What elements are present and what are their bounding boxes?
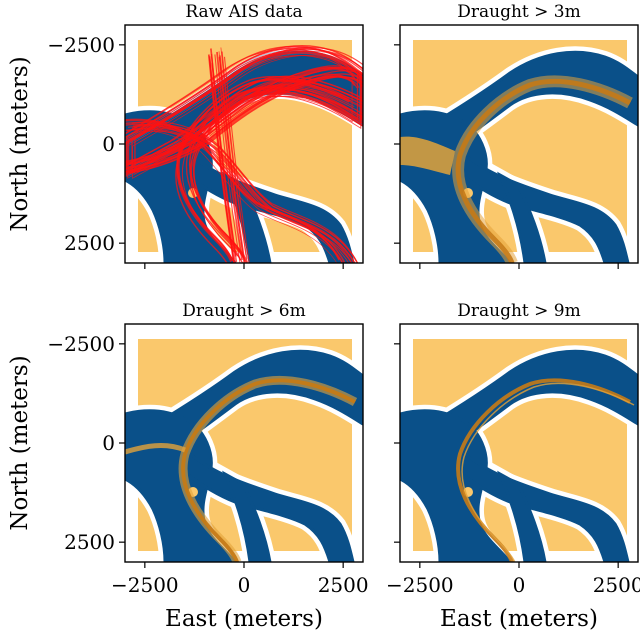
ais-trace	[218, 56, 245, 263]
panel-title: Raw AIS data	[185, 2, 302, 22]
island	[532, 430, 548, 454]
y-axis-label: North (meters)	[7, 355, 33, 530]
ais-trace	[125, 66, 361, 164]
ais-trace	[125, 119, 340, 261]
traffic-density-core	[456, 378, 631, 562]
ais-trace	[220, 47, 247, 256]
ais-trace	[129, 76, 363, 174]
ais-trace	[131, 121, 358, 262]
y-tick-label: 0	[102, 132, 115, 156]
ais-trace	[209, 58, 235, 263]
island	[257, 430, 273, 454]
ais-trace	[131, 70, 363, 168]
y-tick-label: 2500	[64, 231, 115, 255]
ais-trace	[125, 118, 340, 260]
y-tick-label: −2500	[47, 33, 115, 57]
ais-trace	[216, 51, 243, 261]
traffic-density	[400, 136, 455, 175]
ais-trace	[125, 66, 356, 164]
ais-trace	[214, 54, 241, 263]
y-tick-label: 0	[102, 431, 115, 455]
x-tick-label: −2500	[386, 573, 454, 597]
ais-trace	[211, 62, 237, 263]
water-area	[497, 171, 547, 263]
ais-trace	[132, 123, 359, 263]
y-axis-label: North (meters)	[7, 56, 33, 231]
plot-area	[125, 25, 363, 263]
x-tick-label: 2500	[318, 573, 369, 597]
traffic-density	[125, 443, 186, 455]
x-tick-label: 2500	[593, 573, 640, 597]
x-tick-label: −2500	[111, 573, 179, 597]
ais-trace	[223, 56, 250, 263]
plot-area	[125, 324, 363, 562]
traffic-density	[461, 382, 635, 562]
water-area	[497, 470, 547, 562]
traffic-density-core	[455, 78, 632, 263]
x-axis-label: East (meters)	[165, 606, 323, 632]
ais-trace	[129, 73, 363, 172]
traffic-density-core	[181, 378, 356, 562]
x-tick-label: 0	[238, 573, 251, 597]
plot-area	[400, 25, 638, 263]
x-tick-label: 0	[513, 573, 526, 597]
ais-trace	[211, 53, 238, 262]
island	[257, 131, 273, 155]
panel-title: Draught > 6m	[182, 301, 306, 321]
y-tick-label: 2500	[64, 530, 115, 554]
island	[532, 131, 548, 155]
ais-trace	[221, 51, 248, 260]
ais-trace	[132, 127, 356, 263]
ais-trace	[126, 128, 350, 263]
panel-title: Draught > 3m	[457, 2, 581, 22]
water-area	[222, 470, 272, 562]
y-tick-label: −2500	[47, 332, 115, 356]
x-axis-label: East (meters)	[440, 606, 598, 632]
plot-area	[400, 324, 638, 562]
panel-title: Draught > 9m	[457, 301, 581, 321]
